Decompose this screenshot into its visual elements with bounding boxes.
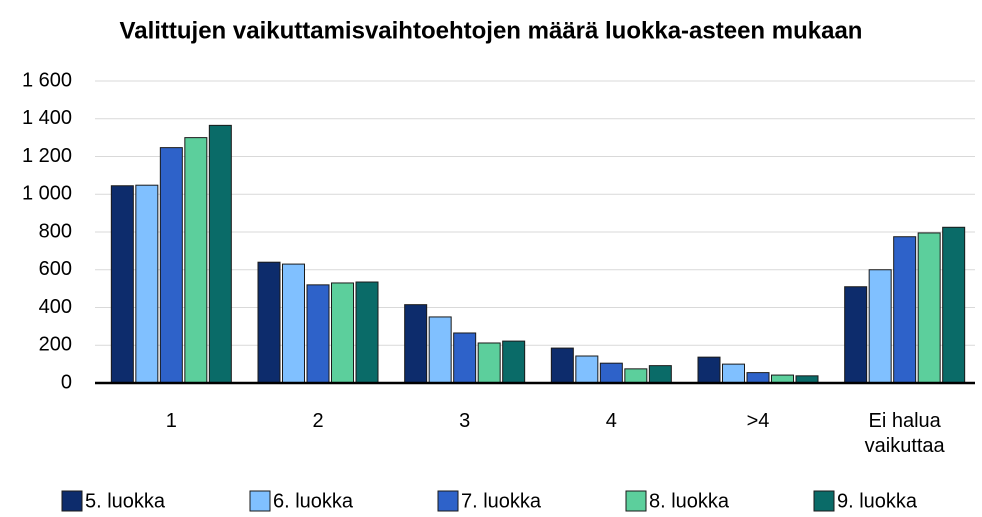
bar (550, 347, 574, 384)
legend-label: 7. luokka (461, 490, 542, 512)
bar (404, 304, 428, 384)
y-tick-label: 1 600 (22, 69, 72, 91)
x-tick-label: Ei halua vaikuttaa (864, 410, 945, 457)
bar (697, 356, 721, 384)
bar (282, 263, 305, 384)
bar (208, 124, 232, 384)
legend-swatch (813, 490, 835, 512)
bar (306, 284, 330, 384)
legend-swatch (249, 490, 271, 512)
y-tick-label: 1 400 (22, 107, 72, 129)
y-tick-label: 1 200 (22, 145, 72, 167)
bar (110, 185, 134, 384)
x-tick-label: 3 (459, 410, 471, 432)
bar (942, 226, 966, 384)
bar (477, 342, 501, 384)
bar (648, 365, 672, 384)
y-tick-label: 400 (39, 296, 72, 318)
bar (575, 355, 599, 384)
y-tick-label: 600 (39, 258, 72, 280)
legend-label: 6. luokka (273, 490, 354, 512)
x-tick-label: 2 (312, 410, 324, 432)
bar (257, 261, 281, 384)
y-tick-label: 0 (61, 371, 72, 393)
bar (502, 340, 526, 384)
legend-label: 8. luokka (649, 490, 730, 512)
bar (184, 137, 208, 384)
x-tick-label: 1 (165, 410, 177, 432)
chart-title: Valittujen vaikuttamisvaihtoehtojen määr… (120, 17, 863, 44)
bar (331, 282, 354, 384)
bar (844, 286, 868, 384)
bar (624, 368, 648, 384)
bar (722, 363, 745, 384)
bar (135, 184, 159, 384)
y-tick-label: 200 (39, 334, 72, 356)
x-tick-label: 4 (605, 410, 617, 432)
bar (746, 372, 770, 384)
bar (159, 147, 183, 384)
legend-label: 9. luokka (837, 490, 918, 512)
bar (599, 362, 623, 384)
bar (453, 332, 477, 384)
legend-swatch (625, 490, 647, 512)
x-tick-label: >4 (746, 410, 770, 432)
legend-swatch (437, 490, 459, 512)
bar (893, 236, 917, 384)
bar (428, 316, 452, 384)
bar (355, 281, 379, 384)
legend-label: 5. luokka (85, 490, 166, 512)
legend-swatch (61, 490, 83, 512)
bar (868, 269, 892, 384)
y-tick-label: 800 (39, 220, 72, 242)
y-tick-label: 1 000 (22, 183, 72, 205)
bar (917, 232, 941, 384)
